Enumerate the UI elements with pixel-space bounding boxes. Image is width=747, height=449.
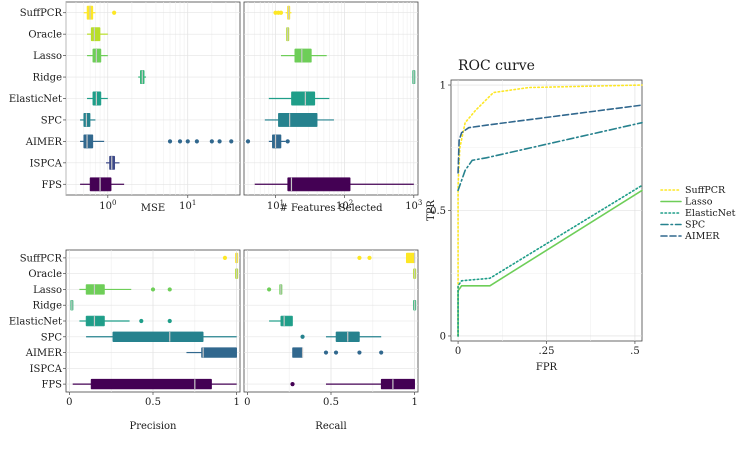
category-label-spc: SPC (41, 115, 63, 126)
roc-x-tick-label: .5 (630, 346, 640, 357)
roc-y-tick-label: 0.5 (430, 206, 446, 217)
x-axis-label: MSE (141, 203, 165, 214)
box-aimer (201, 347, 237, 358)
category-label-elasticnet: ElasticNet (9, 94, 62, 105)
outlier-aimer (357, 350, 362, 355)
outlier-fps (290, 382, 295, 387)
category-label-ispca: ISPCA (30, 364, 63, 375)
roc-y-axis-label: TPR (426, 200, 437, 221)
outlier-aimer (217, 139, 222, 144)
box-suffpcr (405, 252, 415, 264)
outlier-suffpcr (222, 255, 228, 260)
x-axis-label: Precision (129, 421, 177, 432)
category-label-spc: SPC (41, 332, 63, 343)
box-aimer (272, 134, 282, 149)
category-label-ridge: Ridge (33, 301, 63, 312)
legend-label-aimer: AIMER (684, 231, 720, 242)
x-axis-label: # Features Selected (279, 203, 383, 214)
x-tick-label: 0 (66, 397, 72, 408)
outlier-elasticnet (139, 318, 144, 324)
roc-series-suffpcr (457, 84, 643, 337)
roc-x-axis-label: FPR (536, 362, 558, 373)
outlier-aimer (379, 350, 384, 355)
outlier-aimer (194, 139, 199, 144)
outlier-spc (300, 334, 305, 339)
legend-label-spc: SPC (685, 220, 705, 231)
box-elasticnet (291, 91, 316, 106)
legend-label-lasso: Lasso (685, 197, 713, 208)
x-tick-label: 1 (233, 397, 239, 408)
outlier-suffpcr (112, 10, 117, 15)
box-elasticnet (280, 315, 293, 327)
roc-y-tick-label: 0 (440, 331, 446, 342)
x-tick-label: 102 (336, 199, 353, 212)
outlier-suffpcr (278, 10, 284, 15)
roc-x-tick-label: 0 (455, 346, 461, 357)
x-tick-label: 0.5 (323, 397, 339, 408)
outlier-aimer (167, 139, 173, 144)
category-label-ispca: ISPCA (30, 158, 63, 169)
category-label-aimer: AIMER (25, 137, 63, 148)
outlier-elasticnet (167, 318, 172, 324)
x-tick-label: 1 (411, 397, 417, 408)
outlier-suffpcr (367, 255, 372, 260)
box-spc (112, 331, 204, 342)
outlier-aimer (323, 350, 329, 355)
outlier-aimer (177, 139, 183, 144)
box-aimer (292, 347, 303, 358)
legend-label-suffpcr: SuffPCR (685, 185, 726, 196)
outlier-aimer (185, 139, 190, 144)
box-oracle (90, 27, 101, 42)
category-label-aimer: AIMER (25, 348, 63, 359)
category-label-ridge: Ridge (33, 73, 63, 84)
box-aimer (83, 134, 94, 149)
outlier-aimer (333, 350, 339, 355)
outlier-aimer (209, 139, 214, 144)
x-axis-label: Recall (315, 421, 346, 432)
x-tick-label: 101 (179, 199, 196, 212)
category-label-lasso: Lasso (33, 51, 62, 62)
x-tick-label: 103 (405, 199, 422, 212)
roc-series-aimer (457, 104, 643, 174)
outlier-lasso (150, 287, 156, 292)
category-label-oracle: Oracle (28, 30, 62, 41)
x-tick-label: 0 (244, 397, 250, 408)
roc-y-tick-label: 1 (440, 81, 446, 92)
x-tick-label: 100 (99, 199, 116, 212)
category-label-elasticnet: ElasticNet (9, 317, 62, 328)
box-fps (380, 378, 415, 390)
outlier-lasso (266, 287, 272, 292)
category-label-suffpcr: SuffPCR (20, 253, 63, 264)
outlier-suffpcr (357, 255, 362, 260)
category-label-fps: FPS (41, 180, 62, 191)
outlier-lasso (167, 287, 172, 292)
category-label-lasso: Lasso (33, 285, 62, 296)
category-label-fps: FPS (41, 380, 62, 391)
roc-series-spc (457, 121, 643, 192)
box-lasso (85, 284, 105, 295)
roc-x-tick-label: .25 (539, 346, 555, 357)
x-tick-label: 101 (267, 199, 284, 212)
box-fps (90, 378, 212, 390)
outlier-aimer (245, 139, 251, 144)
outlier-aimer (229, 139, 234, 144)
box-spc (278, 112, 318, 127)
category-label-suffpcr: SuffPCR (20, 8, 63, 19)
roc-title: ROC curve (458, 58, 535, 74)
x-tick-label: 0.5 (145, 397, 161, 408)
box-elasticnet (85, 315, 105, 327)
outlier-aimer (285, 139, 290, 144)
roc-series-elasticnet (457, 184, 643, 337)
category-label-oracle: Oracle (28, 269, 62, 280)
box-lasso (294, 48, 312, 63)
legend-label-elasticnet: ElasticNet (685, 208, 736, 219)
box-fps (287, 177, 351, 192)
